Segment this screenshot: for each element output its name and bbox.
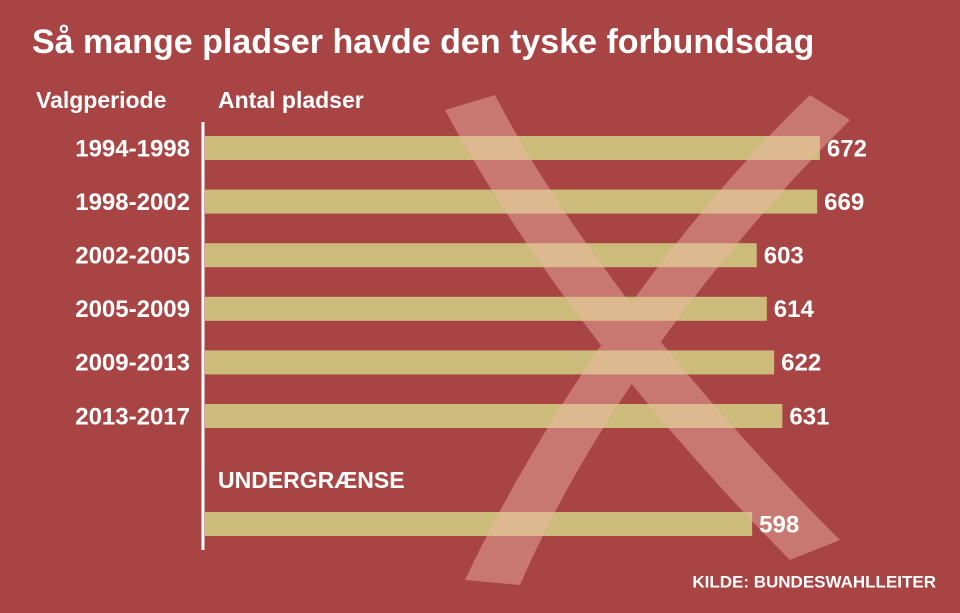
bar xyxy=(205,404,783,428)
value-axis-label: Antal pladser xyxy=(218,87,364,113)
bar xyxy=(205,189,818,214)
value-label: 598 xyxy=(759,511,799,538)
value-label: 603 xyxy=(764,243,804,270)
category-label: 2005-2009 xyxy=(75,296,190,323)
bar xyxy=(205,243,757,268)
bar xyxy=(205,296,767,321)
category-axis-label: Valgperiode xyxy=(36,87,166,113)
category-label: 1998-2002 xyxy=(75,189,190,216)
bar xyxy=(205,512,753,536)
category-label: 2009-2013 xyxy=(75,350,190,377)
chart-title: Så mange pladser havde den tyske forbund… xyxy=(32,23,814,61)
value-label: 631 xyxy=(789,403,829,430)
cross-decoration xyxy=(445,95,850,585)
category-label: 2002-2005 xyxy=(75,243,190,270)
category-label: 2013-2017 xyxy=(75,403,190,430)
value-label: 622 xyxy=(781,350,821,377)
value-label: 614 xyxy=(774,296,815,323)
bar xyxy=(205,136,820,160)
category-label: 1994-1998 xyxy=(75,135,190,162)
value-label: 672 xyxy=(827,135,867,162)
source: KILDE: BUNDESWAHLLEITER xyxy=(692,572,936,591)
value-label: 669 xyxy=(824,189,864,216)
bar xyxy=(205,350,775,375)
reference-label: UNDERGRÆNSE xyxy=(218,467,405,493)
